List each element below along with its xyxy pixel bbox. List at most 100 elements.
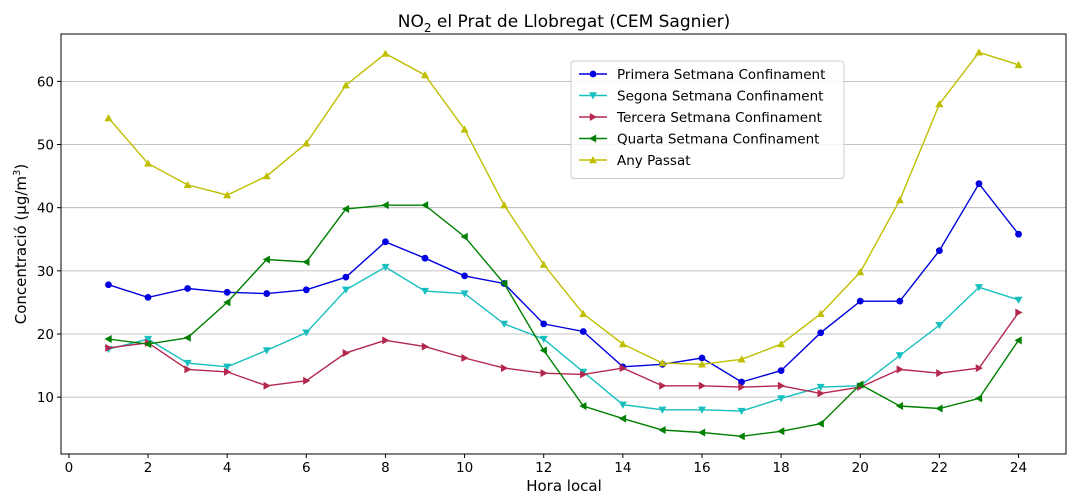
data-point <box>500 279 508 288</box>
data-point <box>895 196 904 204</box>
x-tick-label: 20 <box>852 460 869 476</box>
data-point <box>658 426 666 434</box>
data-point <box>104 335 112 344</box>
data-point <box>421 71 430 79</box>
data-point <box>302 258 310 266</box>
data-point <box>936 369 944 378</box>
plot-frame <box>60 33 1067 455</box>
y-tick-label: 40 <box>37 201 54 217</box>
data-point <box>421 342 430 351</box>
x-axis-label: Hora local <box>526 477 602 495</box>
data-point <box>105 343 113 352</box>
data-point <box>895 352 904 360</box>
data-point <box>737 355 746 363</box>
data-point <box>737 407 746 416</box>
data-point <box>223 363 232 371</box>
data-point <box>738 378 745 386</box>
data-point <box>461 272 468 280</box>
series-3 <box>105 308 1023 398</box>
data-point <box>302 286 310 294</box>
data-point <box>262 347 271 355</box>
title-rest: el Prat de Llobregat (CEM Sagnier) <box>432 12 731 32</box>
data-point <box>618 340 627 348</box>
data-point <box>500 201 509 209</box>
legend-marker <box>589 134 597 143</box>
chart-title: NO2 el Prat de Llobregat (CEM Sagnier) <box>398 12 730 35</box>
series-line <box>108 266 1019 412</box>
data-point <box>580 370 588 379</box>
data-point <box>342 273 350 281</box>
data-point <box>1014 336 1022 345</box>
legend-item: Any Passat <box>579 153 691 169</box>
legend-label: Quarta Setmana Confinament <box>617 132 819 148</box>
x-tick-label: 18 <box>773 460 790 476</box>
data-point <box>698 354 706 362</box>
data-point <box>817 329 825 337</box>
data-point <box>183 180 192 189</box>
data-point <box>817 389 825 398</box>
x-tick-label: 2 <box>144 460 153 476</box>
data-point <box>1014 296 1023 304</box>
data-point <box>540 320 548 328</box>
data-point <box>381 201 389 210</box>
data-point <box>223 298 231 307</box>
x-tick-label: 16 <box>693 460 710 476</box>
data-point <box>1015 230 1022 238</box>
data-point <box>777 395 786 403</box>
data-point <box>144 340 152 349</box>
series-5 <box>104 48 1023 368</box>
y-tick-label: 20 <box>37 327 54 343</box>
y-label-main: Concentració (µg/m <box>12 176 30 324</box>
data-point <box>1014 60 1023 69</box>
title-subscript: 2 <box>424 21 432 35</box>
x-tick-label: 0 <box>65 460 74 476</box>
data-point <box>539 335 548 344</box>
x-tick-label: 14 <box>614 460 631 476</box>
x-tick-label: 12 <box>535 460 552 476</box>
data-point <box>461 354 469 362</box>
data-point <box>935 100 944 108</box>
data-point <box>895 402 904 410</box>
data-point <box>381 263 390 272</box>
legend-item: Segona Setmana Confinament <box>579 89 823 105</box>
data-point <box>816 383 825 392</box>
series-1 <box>105 180 1022 386</box>
data-point <box>975 180 983 188</box>
data-point <box>341 204 350 213</box>
legend: Primera Setmana Confinament Segona Setman… <box>570 60 845 179</box>
legend-marker <box>589 70 597 78</box>
data-point <box>777 427 785 436</box>
data-point <box>223 367 232 376</box>
series-4 <box>104 201 1022 441</box>
data-point <box>381 49 390 57</box>
data-point <box>104 114 113 122</box>
data-point <box>935 404 943 413</box>
series-line <box>108 312 1020 395</box>
data-point <box>974 48 983 56</box>
data-point <box>896 297 904 305</box>
data-point <box>618 401 627 409</box>
x-axis: 0 2 4 6 8 10 12 14 16 18 20 22 24 <box>65 454 1027 476</box>
data-point <box>262 255 270 264</box>
data-point <box>974 394 983 403</box>
data-point <box>579 309 588 317</box>
y-tick-label: 10 <box>37 390 54 406</box>
data-point <box>697 360 706 368</box>
legend-box <box>570 60 845 179</box>
x-tick-label: 6 <box>302 460 311 476</box>
data-point <box>777 340 786 348</box>
data-point <box>263 381 271 390</box>
data-point <box>579 328 587 335</box>
legend-item: Quarta Setmana Confinament <box>579 132 819 148</box>
data-point <box>223 288 231 296</box>
x-tick-label: 22 <box>931 460 948 476</box>
data-point <box>183 333 191 342</box>
data-point <box>816 309 825 317</box>
legend-marker <box>589 113 597 121</box>
data-point <box>262 172 271 180</box>
series-layer <box>104 48 1023 441</box>
data-point <box>777 367 785 375</box>
data-point <box>183 359 192 368</box>
data-point <box>697 428 706 437</box>
x-tick-label: 24 <box>1010 460 1027 476</box>
